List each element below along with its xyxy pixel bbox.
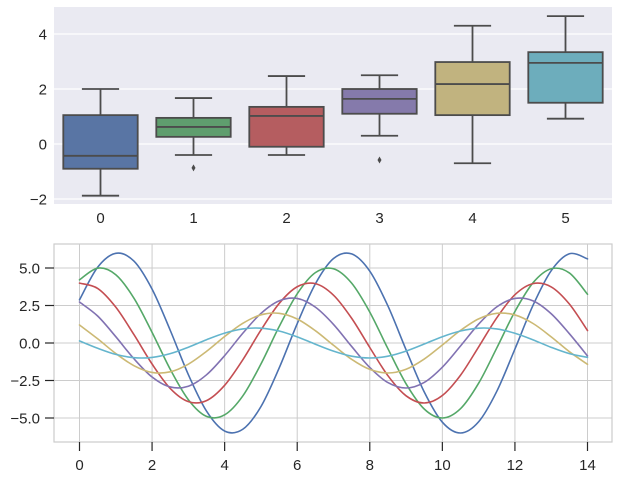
lineplot-x-ticks: 0 2 4 6 8 10 12 14 (75, 442, 596, 474)
boxplot-background (54, 7, 612, 204)
box-iqr (341, 88, 418, 115)
lineplot-axes: 5.0 2.5 0.0 −2.5 −5.0 0 2 4 6 8 10 12 14 (10, 243, 613, 474)
box-0 (62, 88, 139, 197)
box-2 (248, 75, 325, 156)
line-series-3 (78, 282, 589, 404)
box-5 (527, 15, 604, 120)
lineplot-y-tick-label: −2.5 (10, 373, 40, 390)
box-iqr (527, 51, 604, 104)
boxplot-x-tick-labels: 0 1 2 3 4 5 (96, 210, 569, 227)
line-series-2 (78, 267, 589, 419)
boxplot-y-tick-labels: −2 0 2 4 (30, 27, 47, 209)
boxplot-boxes (62, 15, 604, 197)
outlier-marker (377, 156, 382, 164)
line-series-4 (78, 297, 589, 389)
lineplot-x-tick-label: 14 (579, 457, 596, 474)
line-series-1 (78, 252, 589, 434)
boxplot-y-tick-label: 2 (39, 82, 47, 99)
lineplot-gridlines (54, 244, 612, 442)
lineplot-x-tick-label: 12 (507, 457, 524, 474)
boxplot-y-tick-label: −2 (30, 192, 47, 209)
lineplot-y-tick-label: −5.0 (10, 411, 40, 428)
box-iqr (434, 61, 511, 117)
lineplot-x-tick-label: 2 (148, 457, 156, 474)
lineplot-x-tick-label: 0 (75, 457, 83, 474)
lineplot-x-tick-label: 8 (366, 457, 374, 474)
boxplot-x-tick-label: 4 (468, 210, 476, 227)
lineplot-y-ticks: 5.0 2.5 0.0 −2.5 −5.0 (10, 261, 54, 428)
box-3 (341, 74, 418, 164)
lineplot-y-tick-label: 5.0 (19, 261, 40, 278)
lineplot-y-tick-label: 0.0 (19, 336, 40, 353)
box-iqr (62, 114, 139, 170)
boxplot-y-tick-label: 0 (39, 137, 47, 154)
lineplot-x-tick-label: 4 (220, 457, 228, 474)
line-series-5 (78, 312, 589, 374)
outlier-marker (191, 164, 196, 172)
boxplot-x-tick-label: 1 (189, 210, 197, 227)
lineplot-x-tick-label: 6 (293, 457, 301, 474)
box-4 (434, 24, 511, 165)
line-series-6 (78, 327, 589, 359)
boxplot-x-tick-label: 3 (375, 210, 383, 227)
lineplot-y-tick-label: 2.5 (19, 298, 40, 315)
boxplot-gridlines (54, 33, 612, 200)
lineplot-x-tick-label: 10 (434, 457, 451, 474)
boxplot-y-tick-label: 4 (39, 27, 47, 44)
boxplot-axes: −2 0 2 4 0 1 2 3 4 5 (30, 7, 612, 227)
box-1 (155, 97, 232, 172)
box-iqr (248, 105, 325, 148)
boxplot-x-tick-label: 5 (561, 210, 569, 227)
boxplot-x-tick-label: 2 (282, 210, 290, 227)
lineplot-series (78, 252, 589, 434)
boxplot-x-tick-label: 0 (96, 210, 104, 227)
